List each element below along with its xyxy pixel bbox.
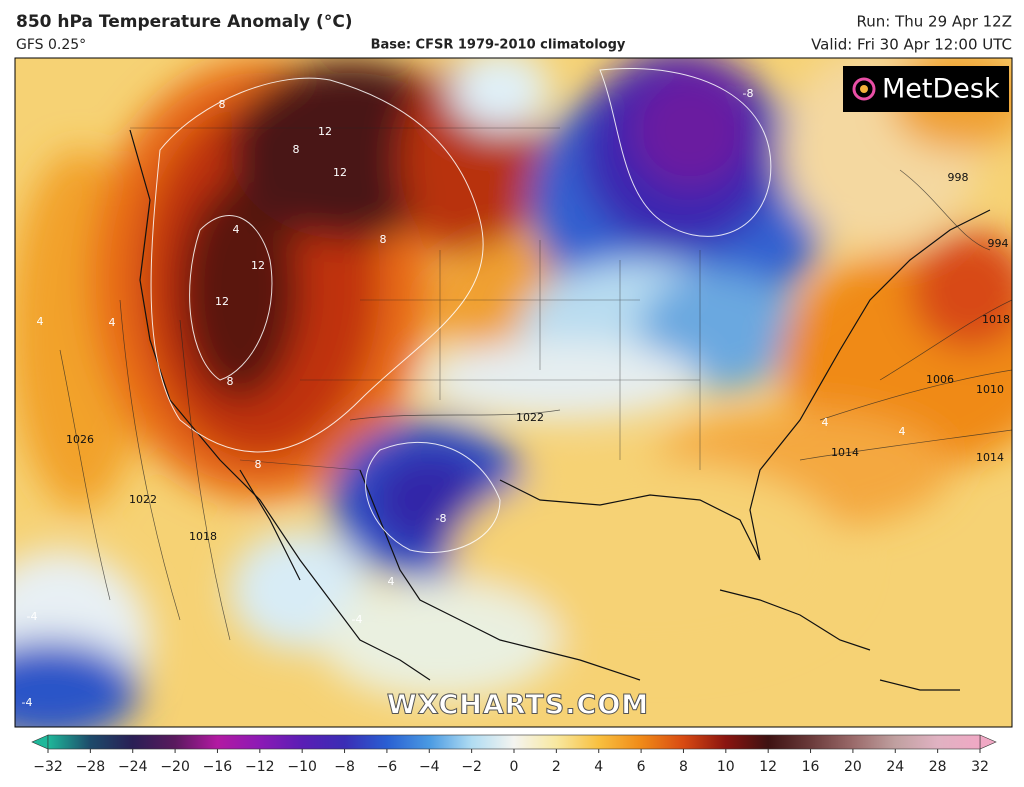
- contour-label: 1022: [516, 411, 544, 424]
- contour-label: 1006: [926, 373, 954, 386]
- base: Base: CFSR 1979-2010 climatology: [371, 38, 626, 53]
- colorbar-tick-label: 10: [717, 759, 735, 775]
- contour-label: 12: [215, 295, 229, 308]
- watermark: WXCHARTS.COM: [387, 690, 649, 721]
- contour-label: 1010: [976, 383, 1004, 396]
- anomaly-field: [15, 58, 1012, 727]
- colorbar-tick-label: 2: [552, 759, 561, 775]
- contour-label: 1014: [976, 451, 1004, 464]
- contour-label: 8: [219, 98, 226, 111]
- colorbar-tick-label: 16: [802, 759, 820, 775]
- contour-label: 8: [293, 143, 300, 156]
- contour-label: 8: [380, 233, 387, 246]
- colorbar-tick-label: −12: [245, 759, 275, 775]
- colorbar-tick-label: 4: [594, 759, 603, 775]
- colorbar-tick-label: −2: [461, 759, 482, 775]
- colorbar-tick-label: 28: [929, 759, 947, 775]
- title: 850 hPa Temperature Anomaly (°C): [16, 12, 353, 32]
- contour-label: 12: [251, 259, 265, 272]
- model: GFS 0.25°: [16, 37, 86, 53]
- contour-label: 4: [37, 315, 44, 328]
- contour-label: 1014: [831, 446, 859, 459]
- colorbar-tick-label: −10: [287, 759, 317, 775]
- contour-label: 4: [899, 425, 906, 438]
- contour-label: 994: [988, 237, 1009, 250]
- valid: Valid: Fri 30 Apr 12:00 UTC: [811, 36, 1012, 54]
- contour-label: -4: [22, 696, 33, 709]
- colorbar-bar: [47, 734, 981, 750]
- colorbar-arrow-left: [31, 734, 49, 750]
- contour-label: 12: [333, 166, 347, 179]
- borders: [130, 127, 701, 471]
- colorbar-tick-label: 6: [637, 759, 646, 775]
- colorbar-tick-label: 8: [679, 759, 688, 775]
- contour-label: 1022: [129, 493, 157, 506]
- contour-label: -8: [436, 512, 447, 525]
- run: Run: Thu 29 Apr 12Z: [857, 13, 1012, 31]
- colorbar-tick-label: 0: [510, 759, 519, 775]
- contour-label: 4: [822, 416, 829, 429]
- contour-label: 4: [109, 316, 116, 329]
- colorbar-tick-label: −32: [33, 759, 63, 775]
- contour-label: -4: [352, 613, 363, 626]
- contour-label: 8: [255, 458, 262, 471]
- coastlines: [129, 129, 991, 691]
- contour-label: 1018: [982, 313, 1010, 326]
- colorbar-tick-label: −24: [118, 759, 148, 775]
- colorbar-arrow-right: [979, 734, 997, 750]
- contour-label: -8: [743, 87, 754, 100]
- contour-label: 4: [233, 223, 240, 236]
- map: 12 12 12 12 8 8 8 8 4 4 4 -8 -8 4 4 -4 -4 -4 1026 1022 1018 1…: [15, 58, 1012, 727]
- colorbar-tick-label: −4: [419, 759, 440, 775]
- contour-label: -4: [27, 610, 38, 623]
- colorbar: −32 −28 −24 −20 −16 −12 −10 −8 −6 −4 −2 0 2 4 6 8 10 12 16…: [31, 734, 997, 775]
- colorbar-tick-label: 12: [759, 759, 777, 775]
- contour-label: 1026: [66, 433, 94, 446]
- contour-label: 1018: [189, 530, 217, 543]
- colorbar-tick-label: −16: [203, 759, 233, 775]
- logo: MetDesk: [882, 74, 1000, 105]
- colorbar-tick-label: −8: [334, 759, 355, 775]
- map-frame: [14, 57, 1013, 728]
- contour-labels: 12 12 12 12 8 8 8 8 4 4 4 -8 -8 4 4 -4 -4 -4 1026 1022 1018 1…: [22, 87, 1010, 709]
- contour-label: 998: [948, 171, 969, 184]
- colorbar-tick-label: 24: [886, 759, 904, 775]
- colorbar-tick-label: 32: [971, 759, 989, 775]
- anomaly-contours: [150, 68, 772, 554]
- contour-label: 8: [227, 375, 234, 388]
- isobars: [59, 169, 1012, 641]
- colorbar-tick-label: −6: [377, 759, 398, 775]
- logo-box: [843, 66, 1009, 112]
- colorbar-tick-label: 20: [844, 759, 862, 775]
- logo-icon: [852, 77, 876, 101]
- colorbar-tick-label: −28: [76, 759, 106, 775]
- colorbar-tick-label: −20: [160, 759, 190, 775]
- contour-label: 12: [318, 125, 332, 138]
- contour-label: 4: [388, 575, 395, 588]
